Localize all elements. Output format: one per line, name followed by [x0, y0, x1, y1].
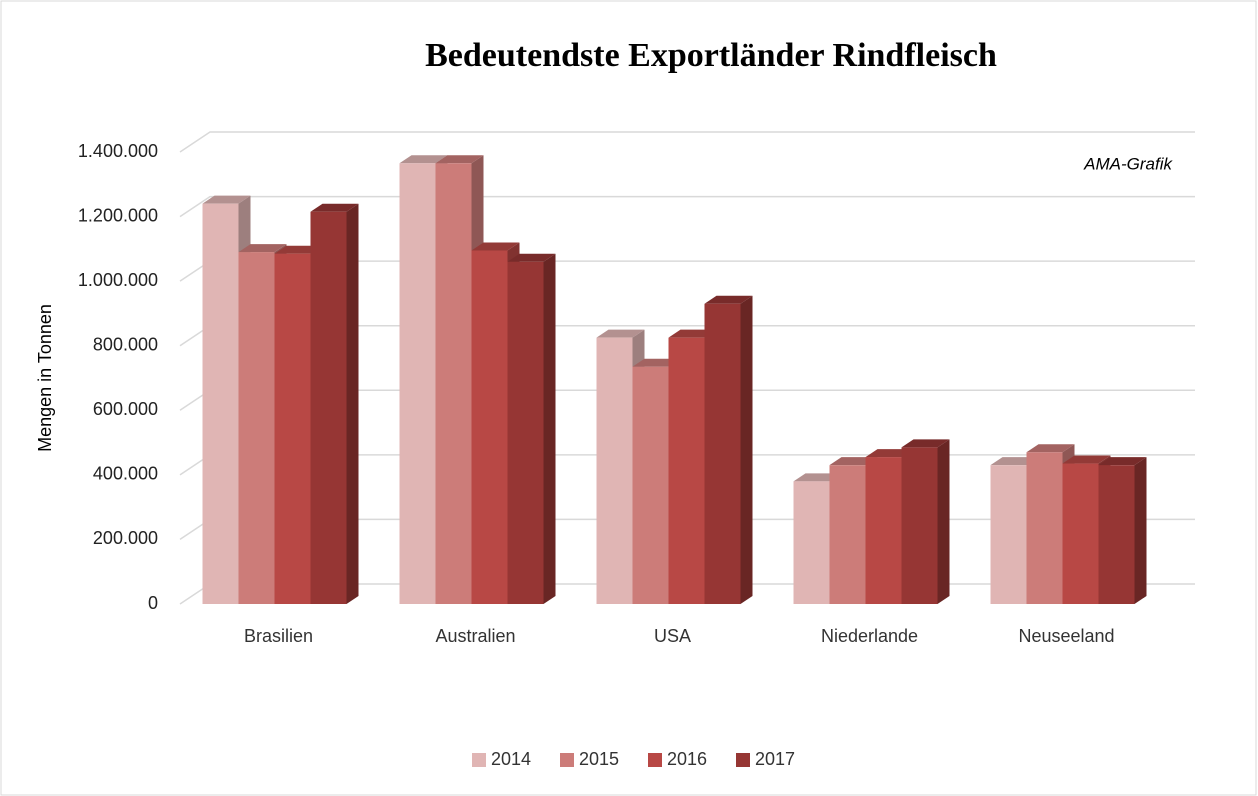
- bar: [901, 447, 938, 604]
- bar: [310, 211, 347, 604]
- bar: [202, 203, 239, 604]
- chart-title: Bedeutendste Exportländer Rindfleisch: [425, 37, 997, 74]
- bar-side: [543, 253, 556, 604]
- legend-label: 2017: [755, 749, 795, 769]
- x-tick-label: Niederlande: [821, 626, 918, 646]
- x-tick-label: Australien: [435, 626, 515, 646]
- bar-top: [1062, 455, 1111, 464]
- bar-side: [1134, 457, 1147, 604]
- bar: [1026, 452, 1063, 604]
- y-tick-label: 600.000: [93, 399, 158, 419]
- y-tick-label: 1.200.000: [78, 205, 158, 225]
- y-axis-label: Mengen in Tonnen: [35, 304, 55, 452]
- bar-top: [1098, 457, 1147, 466]
- bar: [632, 366, 669, 604]
- bar-side: [937, 439, 950, 604]
- bar-top: [238, 244, 287, 253]
- y-tick-label: 0: [148, 593, 158, 613]
- bar-top: [399, 155, 448, 164]
- bar: [990, 465, 1027, 604]
- bar-top: [507, 253, 556, 262]
- bar-top: [901, 439, 950, 448]
- legend-label: 2015: [579, 749, 619, 769]
- legend-swatch: [472, 753, 486, 767]
- y-tick-label: 1.000.000: [78, 270, 158, 290]
- bar: [471, 250, 508, 604]
- bar: [435, 163, 472, 605]
- bar: [596, 337, 633, 604]
- legend-swatch: [560, 753, 574, 767]
- bar: [829, 465, 866, 604]
- bar-side: [740, 295, 753, 604]
- bar: [507, 261, 544, 604]
- bar-top: [1026, 444, 1075, 453]
- bar: [1062, 463, 1099, 604]
- y-tick-label: 800.000: [93, 334, 158, 354]
- y-tick-label: 1.400.000: [78, 141, 158, 161]
- bar-side: [346, 203, 359, 604]
- bar: [793, 481, 830, 604]
- legend-label: 2016: [667, 749, 707, 769]
- grid-line: [179, 131, 1195, 153]
- bar-top: [435, 155, 484, 164]
- bar-top: [471, 242, 520, 251]
- y-tick-label: 200.000: [93, 528, 158, 548]
- grid-line: [179, 195, 1195, 218]
- bar: [704, 303, 741, 604]
- legend-swatch: [648, 753, 662, 767]
- legend-label: 2014: [491, 749, 531, 769]
- bar: [274, 253, 311, 604]
- bar-top: [704, 295, 753, 304]
- bar-top: [310, 203, 359, 212]
- y-tick-label: 400.000: [93, 464, 158, 484]
- bar-top: [202, 195, 251, 204]
- legend-swatch: [736, 753, 750, 767]
- x-tick-label: Neuseeland: [1018, 626, 1114, 646]
- x-tick-label: USA: [654, 626, 691, 646]
- x-tick-label: Brasilien: [244, 626, 313, 646]
- bar: [668, 337, 705, 604]
- bar: [865, 457, 902, 604]
- bar-top: [596, 329, 645, 338]
- bar: [238, 252, 275, 605]
- bar: [1098, 465, 1135, 604]
- annotation: AMA-Grafik: [1083, 154, 1173, 173]
- bar: [399, 163, 436, 605]
